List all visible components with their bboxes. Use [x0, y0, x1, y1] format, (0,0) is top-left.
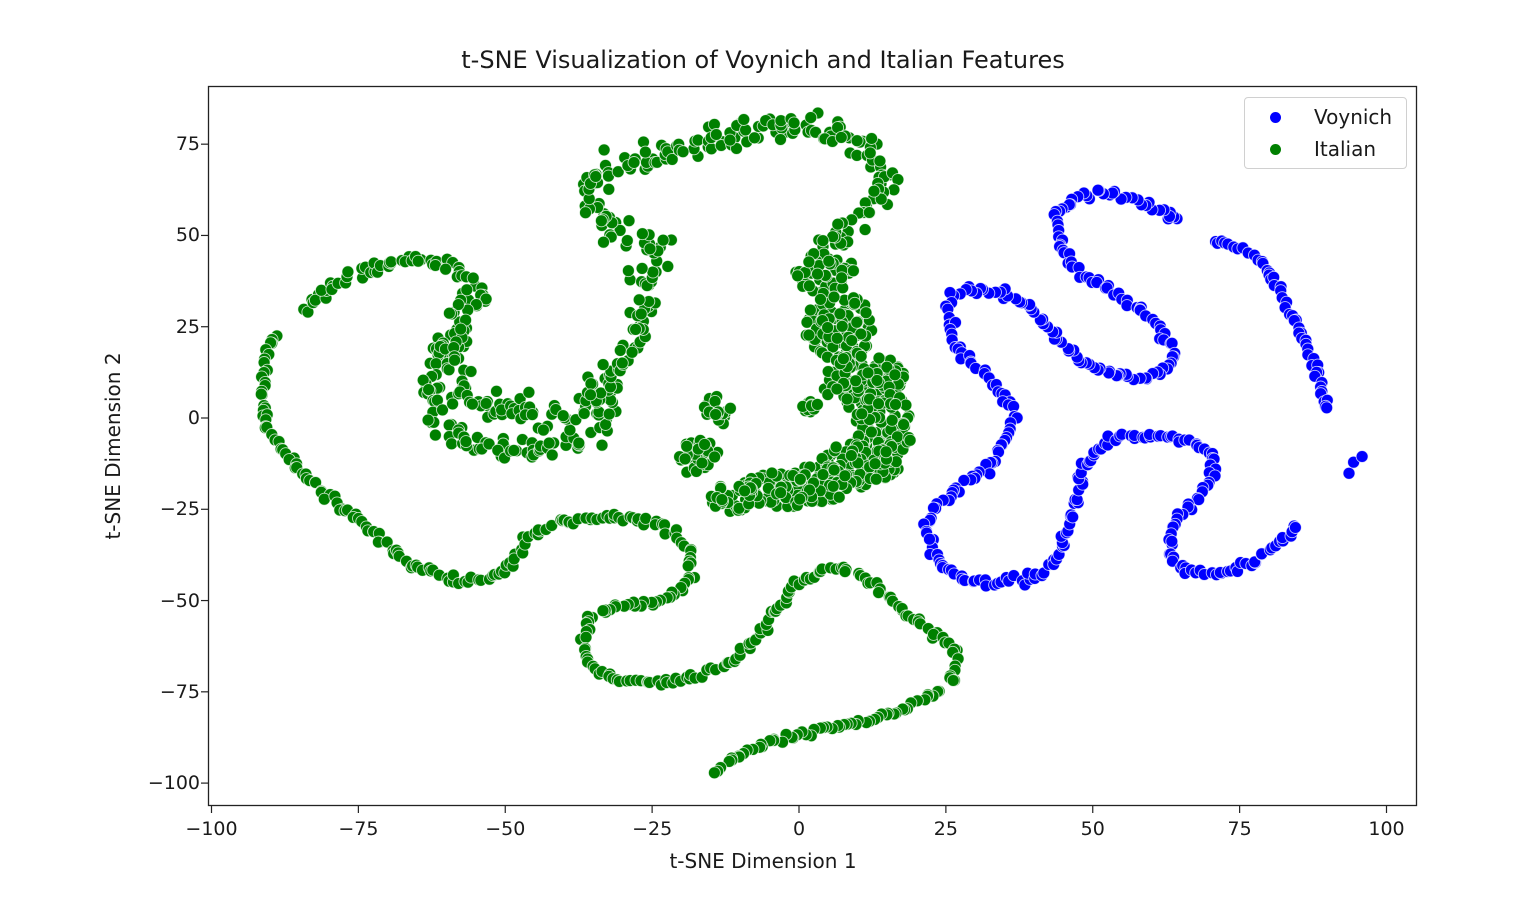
- y-tick-label: 50: [175, 224, 200, 247]
- y-tick-label: −50: [159, 589, 200, 612]
- y-tick-label: 25: [175, 315, 200, 338]
- x-tick-label: 25: [933, 818, 958, 840]
- y-tick-label: −25: [159, 498, 200, 521]
- legend-label-italian: Italian: [1314, 137, 1377, 161]
- x-tick-label: −50: [485, 818, 526, 840]
- legend-label-voynich: Voynich: [1314, 105, 1393, 129]
- y-tick-label: 0: [187, 407, 200, 429]
- legend: Voynich Italian: [1244, 97, 1407, 169]
- x-tick-label: 0: [792, 818, 806, 840]
- italian-marker-icon: [1270, 143, 1281, 155]
- axis-ticks: [201, 143, 1388, 813]
- y-tick-label: −75: [159, 680, 200, 703]
- legend-item-italian: Italian: [1245, 134, 1376, 164]
- x-tick-label: 50: [1080, 818, 1105, 840]
- y-tick-label: −100: [147, 772, 200, 795]
- legend-item-voynich: Voynich: [1245, 102, 1392, 132]
- y-axis-label: t-SNE Dimension 2: [101, 352, 125, 540]
- x-tick-label: −75: [338, 818, 379, 840]
- x-tick-label: 75: [1227, 818, 1252, 840]
- chart-title: t-SNE Visualization of Voynich and Itali…: [461, 46, 1065, 74]
- voynich-marker-icon: [1270, 111, 1281, 123]
- data-points: [254, 106, 1369, 780]
- plot-frame: [207, 85, 1418, 807]
- x-tick-label: 100: [1368, 818, 1405, 840]
- x-axis-label: t-SNE Dimension 1: [669, 849, 857, 873]
- x-tick-label: −100: [185, 818, 238, 840]
- x-tick-label: −25: [632, 818, 673, 840]
- y-tick-label: 75: [175, 133, 200, 156]
